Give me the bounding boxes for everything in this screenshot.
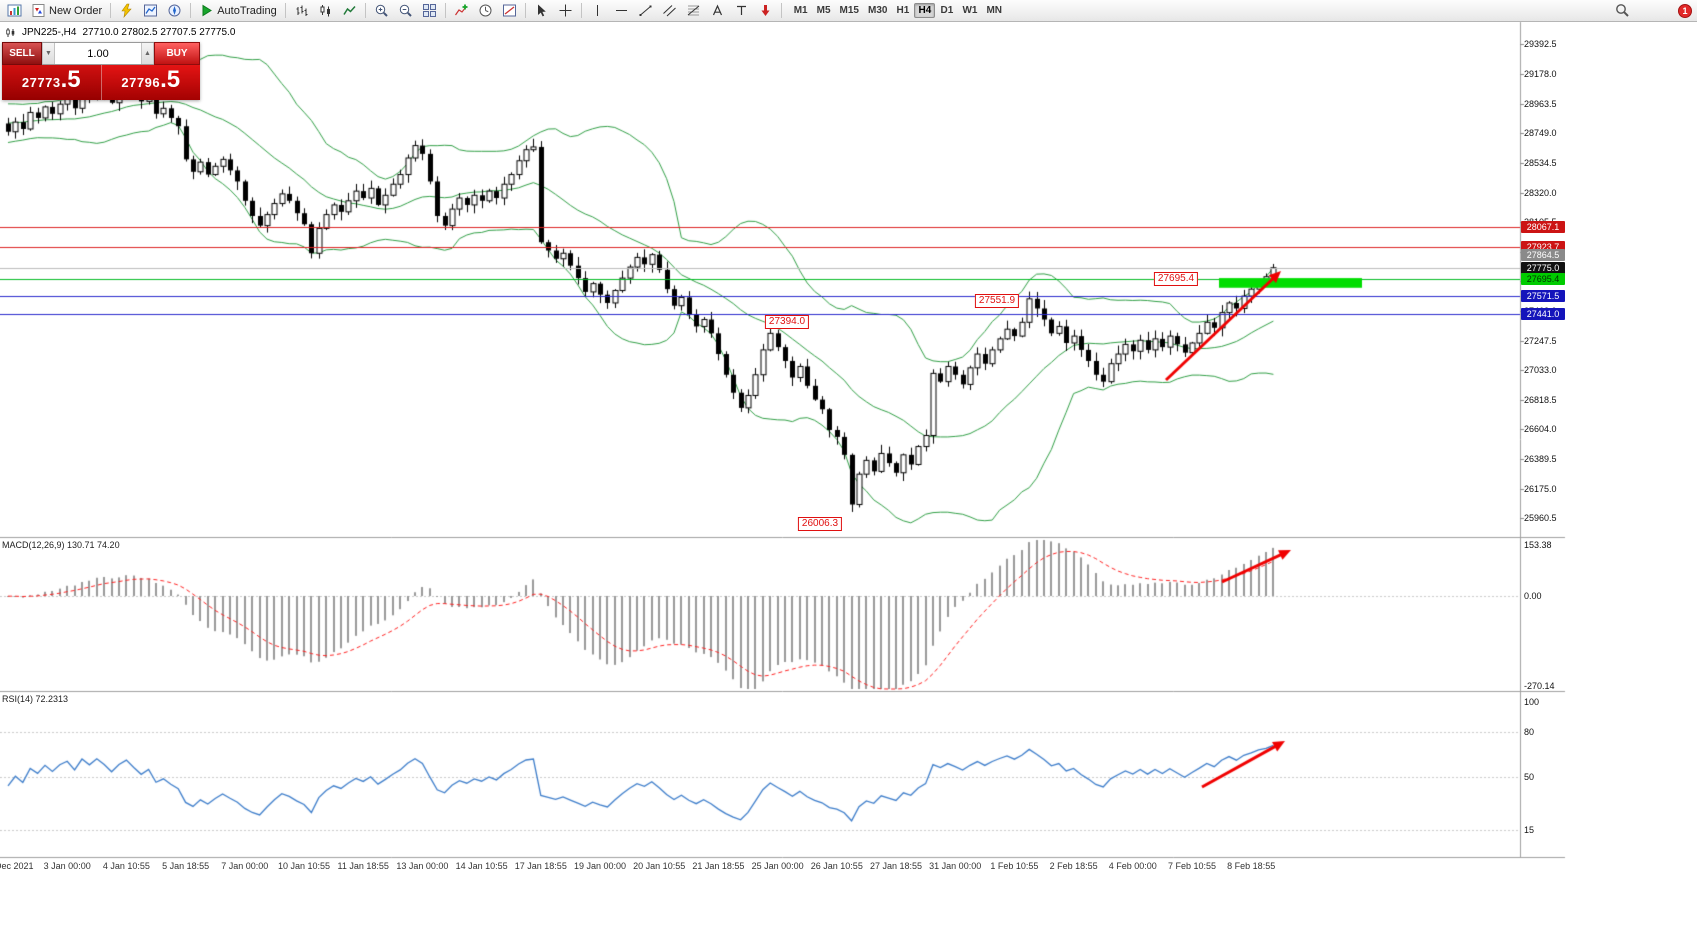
volume-value: 1.00 — [87, 47, 109, 60]
price-callout[interactable]: 27551.9 — [974, 293, 1020, 308]
bar-chart-icon — [296, 5, 308, 16]
cursor-button[interactable] — [530, 1, 553, 20]
trendline-icon — [639, 5, 652, 16]
tile-windows-button[interactable] — [418, 1, 441, 20]
timeframe-h1-button[interactable]: H1 — [896, 5, 910, 16]
new-order-icon — [32, 4, 45, 17]
sell-button[interactable]: SELL — [2, 42, 42, 65]
chart-window-button[interactable] — [3, 1, 26, 20]
fibonacci-button[interactable] — [682, 1, 705, 20]
new-order-label: New Order — [49, 4, 103, 17]
sell-price-button[interactable]: 27773.5 — [2, 65, 102, 100]
toolbar-separator — [524, 3, 526, 18]
vertical-line-icon — [596, 5, 598, 16]
sell-price-main: 27773 — [21, 75, 61, 90]
timeframe-m1-button[interactable]: M1 — [793, 5, 808, 16]
volume-field[interactable]: ▼ 1.00 ▲ — [42, 42, 154, 65]
text-icon — [712, 4, 722, 16]
navigator-button[interactable] — [163, 1, 186, 20]
cursor-icon — [537, 4, 546, 17]
price-callout[interactable]: 27695.4 — [1153, 271, 1199, 286]
crosshair-button[interactable] — [554, 1, 577, 20]
timeframe-m30-button[interactable]: M30 — [867, 5, 888, 16]
expert-advisors-button[interactable] — [115, 1, 138, 20]
label-button[interactable] — [730, 1, 753, 20]
trendline-button[interactable] — [634, 1, 657, 20]
one-click-trading-panel: SELL ▼ 1.00 ▲ BUY 27773.5 27796.5 — [2, 42, 200, 100]
zoom-out-icon — [399, 4, 412, 17]
one-click-price-row: 27773.5 27796.5 — [2, 65, 200, 100]
new-order-button[interactable]: New Order — [27, 1, 106, 20]
one-click-top-row: SELL ▼ 1.00 ▲ BUY — [2, 42, 200, 65]
expert-advisors-icon — [121, 3, 132, 18]
toolbar-separator — [580, 3, 582, 18]
label-icon — [736, 5, 746, 15]
toolbar-separator — [444, 3, 446, 18]
crosshair-icon — [559, 4, 572, 17]
timeframe-mn-button[interactable]: MN — [986, 5, 1002, 16]
zoom-in-icon — [375, 4, 388, 17]
autotrading-icon — [202, 4, 213, 17]
toolbar: New Order AutoTrading — [0, 0, 1697, 22]
buy-price-pips: .5 — [160, 66, 181, 93]
toolbar-separator — [190, 3, 192, 18]
tile-windows-icon — [422, 4, 436, 17]
zoom-out-button[interactable] — [394, 1, 417, 20]
text-button[interactable] — [706, 1, 729, 20]
toolbar-separator — [284, 3, 286, 18]
toolbar-right-group: 1 — [1611, 1, 1694, 20]
timeframe-d1-button[interactable]: D1 — [940, 5, 954, 16]
horizontal-line-button[interactable] — [610, 1, 633, 20]
market-watch-icon — [144, 4, 158, 17]
arrows-icon — [761, 5, 770, 16]
periods-button[interactable] — [474, 1, 497, 20]
buy-button[interactable]: BUY — [154, 42, 200, 65]
notification-badge[interactable]: 1 — [1678, 3, 1692, 18]
periods-icon — [479, 4, 492, 17]
search-icon — [1616, 4, 1629, 17]
toolbar-separator — [110, 3, 112, 18]
templates-icon — [502, 4, 516, 17]
channel-icon — [662, 5, 676, 17]
navigator-icon — [168, 4, 181, 17]
candlestick-chart-button[interactable] — [314, 1, 337, 20]
zoom-in-button[interactable] — [370, 1, 393, 20]
sell-price-pips: .5 — [60, 66, 81, 93]
volume-increase-button[interactable]: ▲ — [141, 43, 154, 64]
autotrading-label: AutoTrading — [217, 4, 277, 17]
price-callout[interactable]: 27394.0 — [764, 315, 810, 330]
volume-decrease-button[interactable]: ▼ — [42, 43, 55, 64]
bar-chart-button[interactable] — [290, 1, 313, 20]
candlestick-chart-icon — [320, 5, 330, 17]
fibonacci-icon — [687, 5, 700, 16]
horizontal-line-icon — [615, 10, 627, 11]
timeframe-h4-button[interactable]: H4 — [914, 3, 936, 18]
chart-window-icon — [7, 4, 22, 17]
timeframe-m5-button[interactable]: M5 — [816, 5, 831, 16]
vertical-line-button[interactable] — [586, 1, 609, 20]
market-watch-button[interactable] — [139, 1, 162, 20]
indicators-icon — [454, 4, 468, 16]
indicators-button[interactable] — [450, 1, 473, 20]
line-chart-button[interactable] — [338, 1, 361, 20]
templates-button[interactable] — [498, 1, 521, 20]
timeframe-w1-button[interactable]: W1 — [962, 5, 978, 16]
autotrading-button[interactable]: AutoTrading — [195, 1, 281, 20]
price-callout[interactable]: 26006.3 — [797, 516, 843, 531]
toolbar-separator — [364, 3, 366, 18]
buy-price-button[interactable]: 27796.5 — [101, 65, 200, 100]
search-button[interactable] — [1611, 1, 1634, 20]
arrows-button[interactable] — [754, 1, 777, 20]
timeframe-m15-button[interactable]: M15 — [839, 5, 859, 16]
line-chart-icon — [343, 5, 356, 15]
channel-button[interactable] — [658, 1, 681, 20]
buy-price-main: 27796 — [121, 75, 161, 90]
timeframe-group: M1 M5 M15 M30 H1 H4 D1 W1 MN — [790, 3, 1006, 18]
toolbar-separator — [780, 3, 782, 18]
